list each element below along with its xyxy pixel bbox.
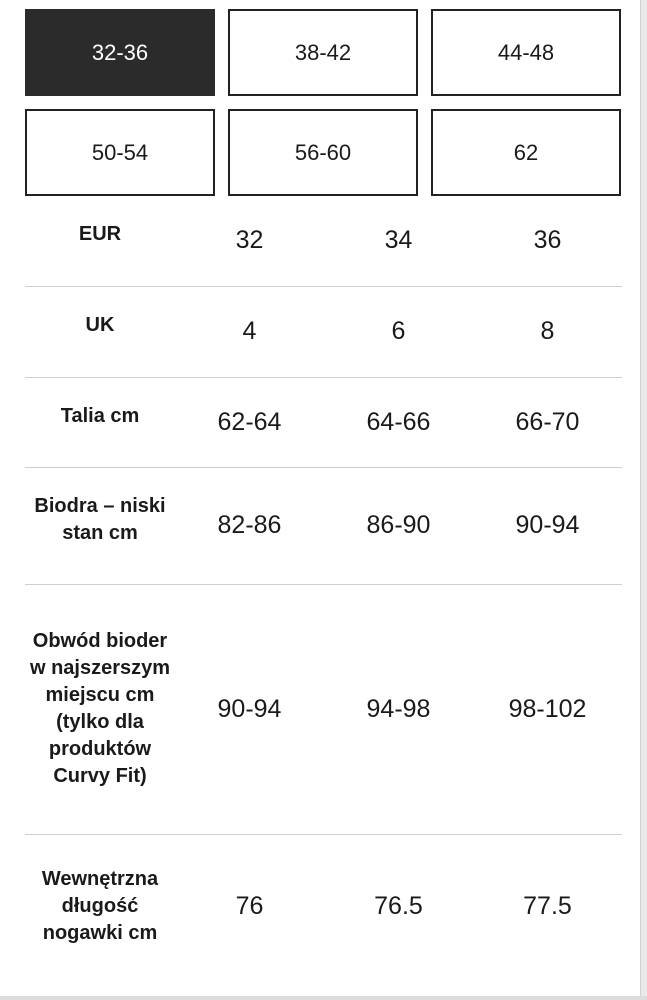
table-cell: 32 [235, 226, 264, 255]
row-label-uk: UK [85, 314, 115, 336]
table-cell: 62-64 [217, 407, 282, 436]
table-row-hip-circumference: Obwód bioder w najszerszym miejscu cm (t… [25, 584, 622, 834]
row-label-eur: EUR [78, 223, 122, 246]
row-label-low-hips: Biodra – niski stan cm [34, 494, 166, 544]
table-row-low-hips: Biodra – niski stan cm 82-86 86-90 90-94 [25, 467, 622, 584]
row-label-hip-circumference: Obwód bioder w najszerszym miejscu cm (t… [29, 630, 171, 787]
table-row-uk: UK 4 6 8 [25, 286, 622, 377]
size-option-32-36[interactable]: 32-36 [25, 9, 215, 96]
table-cell: 34 [384, 226, 413, 255]
table-row-inseam: Wewnętrzna długość nogawki cm 76 76.5 77… [25, 834, 622, 979]
bottom-divider [0, 996, 647, 1000]
size-table: EUR 32 34 36 UK 4 6 8 Talia cm 62-64 64-… [25, 196, 622, 979]
row-label-inseam: Wewnętrzna długość nogawki cm [41, 868, 159, 945]
table-cell: 98-102 [508, 694, 587, 723]
table-cell: 8 [540, 317, 555, 345]
table-cell: 66-70 [515, 407, 580, 436]
table-row-eur: EUR 32 34 36 [25, 196, 622, 286]
table-cell: 90-94 [515, 511, 580, 539]
table-cell: 82-86 [217, 511, 282, 539]
table-cell: 76.5 [374, 892, 423, 921]
table-cell: 94-98 [366, 694, 431, 723]
table-cell: 4 [242, 317, 257, 345]
size-option-62[interactable]: 62 [431, 109, 621, 196]
table-cell: 36 [533, 226, 562, 255]
size-selector: 32-36 38-42 44-48 50-54 56-60 62 [25, 9, 622, 196]
table-cell: 90-94 [217, 694, 282, 723]
size-option-50-54[interactable]: 50-54 [25, 109, 215, 196]
size-option-44-48[interactable]: 44-48 [431, 9, 621, 96]
size-option-56-60[interactable]: 56-60 [228, 109, 418, 196]
table-row-waist: Talia cm 62-64 64-66 66-70 [25, 377, 622, 467]
row-label-waist: Talia cm [60, 404, 140, 427]
scrollbar-track[interactable] [640, 0, 647, 1000]
size-option-38-42[interactable]: 38-42 [228, 9, 418, 96]
table-cell: 6 [391, 317, 406, 345]
table-cell: 77.5 [523, 892, 572, 921]
table-cell: 86-90 [366, 511, 431, 539]
table-cell: 76 [235, 892, 264, 921]
table-cell: 64-66 [366, 407, 431, 436]
